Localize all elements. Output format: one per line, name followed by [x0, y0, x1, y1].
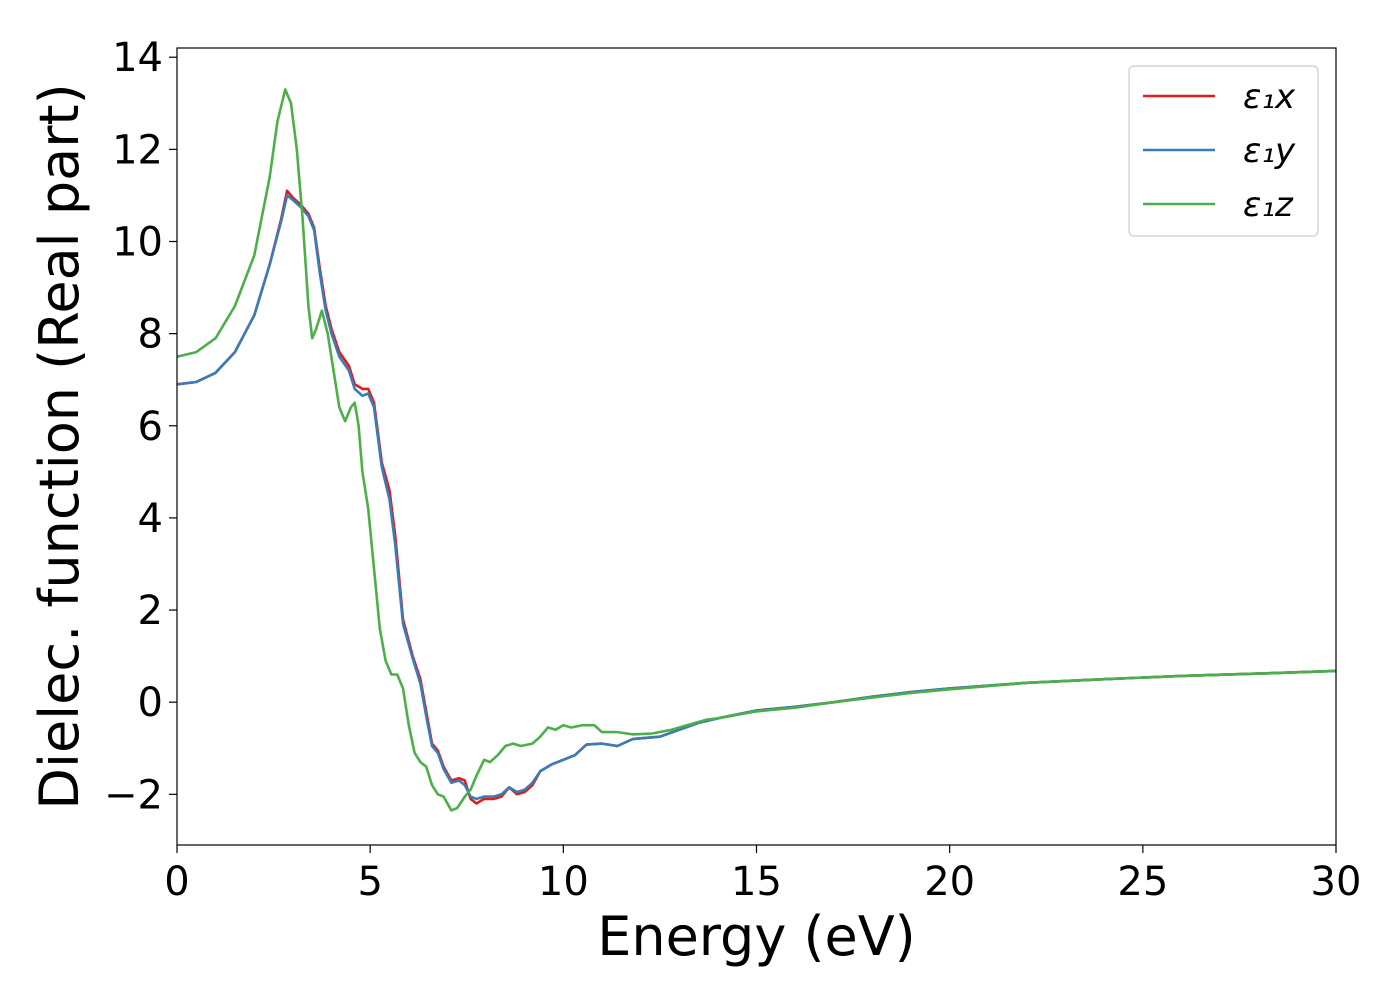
x-axis: 0 5 10 15 20 25 30 [164, 845, 1361, 905]
y-tick-label: 10 [112, 219, 163, 265]
y-axis-label: Dielec. function (Real part) [28, 83, 91, 809]
x-tick-label: 25 [1117, 859, 1168, 905]
x-tick-label: 5 [357, 859, 382, 905]
x-axis-label: Energy (eV) [597, 905, 916, 968]
y-axis: −2 0 2 4 6 8 10 12 14 [104, 35, 177, 818]
series-line-2 [177, 88, 1336, 812]
x-tick-label: 15 [731, 859, 782, 905]
y-tick-label: 4 [138, 496, 163, 542]
x-tick-label: 0 [164, 859, 189, 905]
x-tick-label: 30 [1311, 859, 1362, 905]
y-tick-label: 2 [138, 588, 163, 634]
x-tick-label: 10 [538, 859, 589, 905]
y-tick-label: 14 [112, 35, 163, 81]
y-tick-label: 6 [138, 404, 163, 450]
legend-label-0: ε₁x [1243, 77, 1296, 117]
legend: ε₁x ε₁y ε₁z [1128, 65, 1319, 237]
y-tick-label: 8 [138, 312, 163, 358]
series-layer [177, 88, 1336, 812]
legend-label-2: ε₁z [1243, 185, 1294, 225]
y-tick-label: −2 [104, 772, 163, 818]
legend-box [1128, 65, 1319, 237]
y-tick-label: 12 [112, 127, 163, 173]
y-tick-label: 0 [138, 680, 163, 726]
legend-label-1: ε₁y [1243, 131, 1296, 171]
x-tick-label: 20 [924, 859, 975, 905]
